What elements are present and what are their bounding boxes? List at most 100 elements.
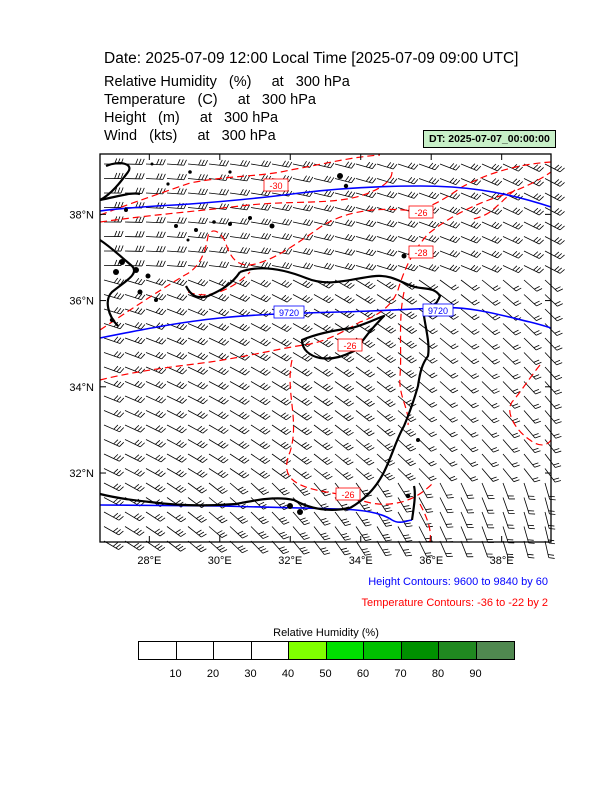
wind-barb [166,410,187,419]
wind-barb [544,178,565,187]
wind-barb [208,395,229,405]
wind-barb [208,174,230,181]
wind-barb [460,250,482,258]
wind-barb [523,236,544,245]
temperature-contour [99,171,552,381]
wind-barb [208,308,230,317]
wind-barb [355,161,377,170]
wind-barb [229,352,250,361]
wind-barb [439,511,454,528]
coastline-cyprus [300,314,386,360]
wind-barb [418,482,434,499]
wind-barb [229,261,251,269]
wind-barb [481,250,503,259]
colorbar-swatch [476,642,514,659]
island [166,182,170,186]
wind-barb [208,366,229,376]
wind-barb [502,540,515,559]
wind-barb [187,366,208,375]
lon-tick-label: 32°E [278,555,302,567]
wind-barb [376,540,392,557]
wind-barb [439,279,459,291]
wind-barb [166,260,187,268]
wind-barb [250,247,272,255]
wind-barb [460,366,480,379]
wind-barb [145,511,166,522]
wind-barb [124,453,145,462]
wind-barb [376,352,396,363]
island [154,298,158,302]
island [228,170,232,174]
wind-barb [355,381,375,393]
wind-barb [460,323,480,335]
wind-barb [355,205,377,213]
wind-barb [313,248,335,256]
wind-barb [187,482,207,494]
wind-barb [271,526,290,540]
wind-barb [544,221,565,231]
wind-barb [271,262,293,270]
wind-barb [229,410,250,420]
wind-barb [460,221,482,229]
wind-barb [460,482,475,499]
wind-barb [187,159,208,167]
wind-barb [523,540,535,559]
coastline-crete [99,192,141,202]
wind-barb [376,410,396,422]
wind-barb [187,337,209,346]
wind-barb [481,366,500,380]
wind-barb [460,352,480,365]
wind-barb [481,178,503,186]
wind-barb [250,410,271,420]
wind-barb [292,439,312,450]
wind-barb [439,453,458,467]
wind-barb [355,424,375,437]
dt-badge: DT: 2025-07-07_00:00:00 [423,130,556,148]
wind-barb [481,540,494,558]
temperature-contour [509,364,552,446]
wind-barb [334,219,356,227]
wind-barb [418,468,437,482]
wind-barb [397,234,419,243]
wind-barb [334,526,351,541]
island [124,208,128,212]
island [287,503,293,509]
wind-barb [376,424,396,437]
wind-barb [271,439,292,450]
island [150,162,154,166]
wind-barb [460,279,480,291]
colorbar-swatch [401,642,439,659]
wind-barb [334,263,356,271]
island [133,267,139,273]
wind-barb [292,175,314,183]
wind-barb [145,293,167,301]
wind-barb [292,160,314,168]
wind-barb [103,409,125,418]
wind-barb [103,365,125,374]
island [343,183,349,189]
island [401,253,407,259]
wind-barb [460,381,479,394]
wind-barb [313,204,335,212]
wind-barb [460,294,480,306]
wind-barb [502,381,521,395]
temperature-contour [99,154,381,216]
wind-barb [145,231,166,238]
svg-text:-26: -26 [341,490,354,500]
wind-barb [292,395,313,406]
wind-barb [460,163,482,171]
wind-barb [313,453,333,465]
wind-barb [481,279,501,292]
wind-barb [481,511,495,529]
wind-barb [145,453,166,463]
wind-barb [166,352,188,360]
map-frame [99,153,552,543]
wind-barb [229,540,248,554]
wind-barb [481,468,499,482]
wind-barb [544,439,562,454]
wind-barb [355,511,372,527]
wind-barb [187,468,208,478]
island [337,173,343,179]
wind-barb [502,526,515,544]
wind-barb [376,366,396,378]
